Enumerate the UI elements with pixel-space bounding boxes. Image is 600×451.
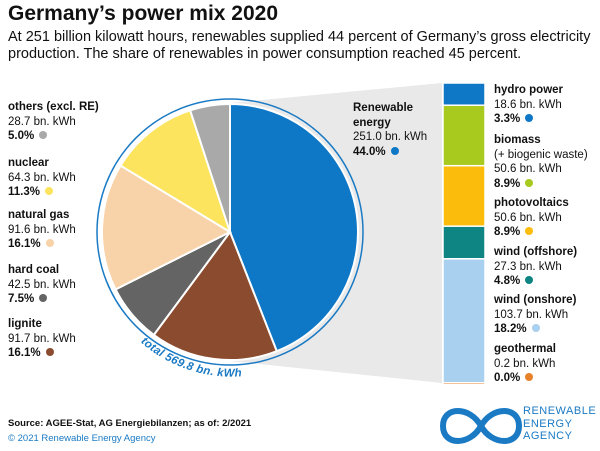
pie-slice-others-excl-re [188, 102, 231, 233]
page-subtitle: At 251 billion kilowatt hours, renewable… [8, 29, 591, 62]
label-natural-gas: natural gas 91.6 bn. kWh 16.1% [8, 209, 76, 250]
renewables-stacked-bar [442, 82, 486, 386]
renewable-energy-agency-logo [439, 408, 523, 444]
agency-logo-text: RENEWABLE ENERGY AGENCY [523, 405, 597, 442]
pie-chart [101, 102, 359, 361]
geothermal-legend-dot [525, 373, 534, 381]
bar-segment-photovoltaics [442, 164, 486, 227]
hard-coal-legend-dot [39, 294, 48, 302]
infinity-logo-icon [439, 408, 523, 444]
label-geothermal: geothermal 0.2 bn. kWh 0.0% [494, 343, 556, 384]
label-lignite: lignite 91.7 bn. kWh 16.1% [8, 318, 76, 359]
wind-offshore-legend-dot [525, 276, 534, 284]
natural-gas-legend-dot [45, 239, 54, 247]
bar-segment-wind-onshore [442, 258, 486, 384]
renewable-legend-dot [390, 146, 399, 155]
label-biomass: biomass (+ biogenic waste) 50.6 bn. kWh … [494, 134, 588, 190]
pie-slice-renewable-energy [229, 102, 359, 353]
pie-outer-ring [96, 98, 364, 366]
pie-slice-lignite [152, 229, 279, 361]
biomass-legend-dot [525, 178, 534, 187]
others-legend-dot [39, 131, 48, 139]
label-hydro-power: hydro power 18.6 bn. kWh 3.3% [494, 84, 564, 125]
label-hard-coal: hard coal 42.5 bn. kWh 7.5% [8, 264, 76, 305]
bar-segment-hydro-power [442, 82, 486, 106]
bar-segment-geothermal [442, 382, 486, 386]
label-photovoltaics: photovoltaics 50.6 bn. kWh 8.9% [494, 197, 569, 238]
label-wind-onshore: wind (onshore) 103.7 bn. kWh 18.2% [494, 294, 577, 335]
page-title: Germany’s power mix 2020 [8, 2, 279, 25]
pie-slice-natural-gas [101, 164, 233, 291]
bar-segment-wind-offshore [442, 225, 486, 260]
label-renewable-energy: Renewable energy 251.0 bn. kWh 44.0% [353, 102, 428, 158]
copyright-note: © 2021 Renewable Energy Agency [8, 433, 156, 444]
photovoltaics-legend-dot [525, 227, 534, 235]
lignite-legend-dot [45, 348, 54, 356]
source-note: Source: AGEE-Stat, AG Energiebilanzen; a… [8, 418, 252, 429]
label-others: others (excl. RE) 28.7 bn. kWh 5.0% [8, 101, 99, 142]
wind-onshore-legend-dot [531, 324, 540, 332]
pie-slice-nuclear [119, 109, 232, 235]
label-wind-offshore: wind (offshore) 27.3 bn. kWh 4.8% [494, 246, 578, 287]
hydro-legend-dot [525, 114, 534, 122]
nuclear-legend-dot [44, 187, 53, 195]
label-nuclear: nuclear 64.3 bn. kWh 11.3% [8, 157, 76, 198]
bar-segment-biomass [442, 104, 486, 167]
